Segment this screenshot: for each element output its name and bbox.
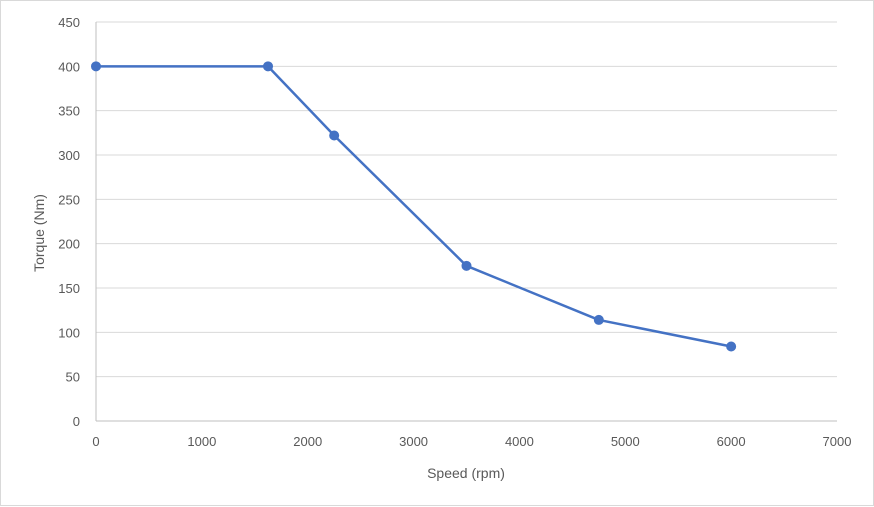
x-tick-6000: 6000 [717, 434, 746, 449]
x-tick-labels: 0 1000 2000 3000 4000 5000 6000 7000 [92, 434, 851, 449]
y-tick-200: 200 [58, 237, 80, 252]
y-tick-450: 450 [58, 15, 80, 30]
data-point-3 [461, 260, 472, 271]
y-tick-50: 50 [66, 370, 80, 385]
y-tick-400: 400 [58, 59, 80, 74]
y-tick-250: 250 [58, 192, 80, 207]
data-series [91, 61, 737, 352]
x-tick-2000: 2000 [293, 434, 322, 449]
x-tick-4000: 4000 [505, 434, 534, 449]
y-tick-labels: 0 50 100 150 200 250 300 350 400 450 [58, 15, 80, 429]
x-tick-7000: 7000 [823, 434, 852, 449]
y-tick-100: 100 [58, 325, 80, 340]
data-point-4 [593, 314, 604, 325]
x-tick-3000: 3000 [399, 434, 428, 449]
data-point-2 [329, 130, 340, 141]
y-tick-350: 350 [58, 104, 80, 119]
data-point-0 [91, 61, 101, 72]
x-tick-5000: 5000 [611, 434, 640, 449]
y-tick-0: 0 [73, 414, 80, 429]
x-tick-1000: 1000 [187, 434, 216, 449]
axes [95, 22, 837, 422]
data-point-5 [726, 341, 737, 352]
x-tick-0: 0 [92, 434, 99, 449]
data-point-1 [263, 61, 274, 72]
y-tick-150: 150 [58, 281, 80, 296]
x-axis-title: Speed (rpm) [427, 465, 505, 481]
series-line-0 [96, 65, 732, 348]
gridlines [96, 21, 837, 378]
y-axis-title: Torque (Nm) [31, 194, 47, 272]
y-tick-300: 300 [58, 148, 80, 163]
